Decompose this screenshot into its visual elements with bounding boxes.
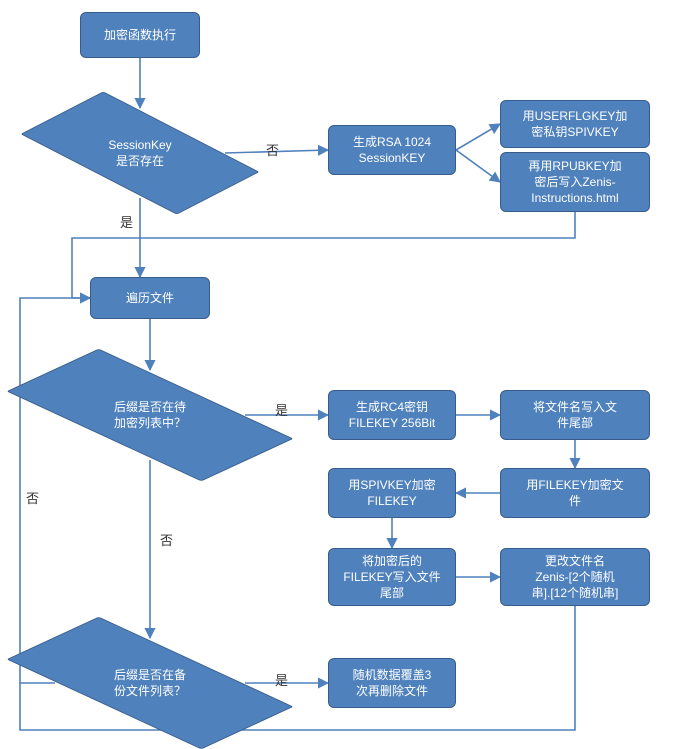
node-decision-backup: 后缀是否在备份文件列表？ (55, 638, 245, 728)
node-label: 后缀是否在待加密列表中？ (108, 399, 192, 431)
edge-label-yes-3: 是 (275, 670, 288, 689)
edge-label-no-2: 否 (160, 530, 173, 549)
node-enc-rpubkey: 再用RPUBKEY加密后写入Zenis-Instructions.html (500, 152, 650, 212)
node-decision-sessionkey: SessionKey是否存在 (55, 108, 225, 198)
edge-label-no-3: 否 (26, 488, 39, 507)
node-label: 用SPIVKEY加密FILEKEY (348, 477, 435, 509)
node-write-filename: 将文件名写入文件尾部 (500, 390, 650, 440)
node-decision-enclist: 后缀是否在待加密列表中？ (55, 370, 245, 460)
node-label: 遍历文件 (126, 290, 174, 306)
node-enc-filekey: 用SPIVKEY加密FILEKEY (328, 468, 456, 518)
node-label: 加密函数执行 (104, 27, 176, 43)
node-label: 将加密后的FILEKEY写入文件尾部 (343, 553, 440, 602)
node-iterate-files: 遍历文件 (90, 277, 210, 319)
node-label: 生成RC4密钥FILEKEY 256Bit (349, 399, 436, 431)
edge-label-yes-2: 是 (275, 400, 288, 419)
node-label: 将文件名写入文件尾部 (533, 399, 617, 431)
node-start: 加密函数执行 (80, 12, 200, 58)
node-label: SessionKey是否存在 (102, 137, 177, 169)
node-write-filekey: 将加密后的FILEKEY写入文件尾部 (328, 548, 456, 606)
node-enc-spivkey: 用USERFLGKEY加密私钥SPIVKEY (500, 100, 650, 148)
edge-label-no-1: 否 (266, 140, 279, 159)
node-label: 用FILEKEY加密文件 (526, 477, 623, 509)
node-label: 随机数据覆盖3次再删除文件 (353, 667, 432, 699)
node-label: 用USERFLGKEY加密私钥SPIVKEY (523, 108, 628, 140)
node-overwrite-delete: 随机数据覆盖3次再删除文件 (328, 658, 456, 708)
node-label: 生成RSA 1024SessionKEY (353, 134, 431, 166)
node-label: 后缀是否在备份文件列表？ (108, 667, 192, 699)
node-label: 再用RPUBKEY加密后写入Zenis-Instructions.html (528, 158, 621, 207)
node-enc-file: 用FILEKEY加密文件 (500, 468, 650, 518)
node-label: 更改文件名Zenis-[2个随机串].[12个随机串] (532, 553, 619, 602)
node-gen-rsa: 生成RSA 1024SessionKEY (328, 125, 456, 175)
node-rename-file: 更改文件名Zenis-[2个随机串].[12个随机串] (500, 548, 650, 606)
node-gen-rc4: 生成RC4密钥FILEKEY 256Bit (328, 390, 456, 440)
edge-label-yes-1: 是 (120, 212, 133, 231)
